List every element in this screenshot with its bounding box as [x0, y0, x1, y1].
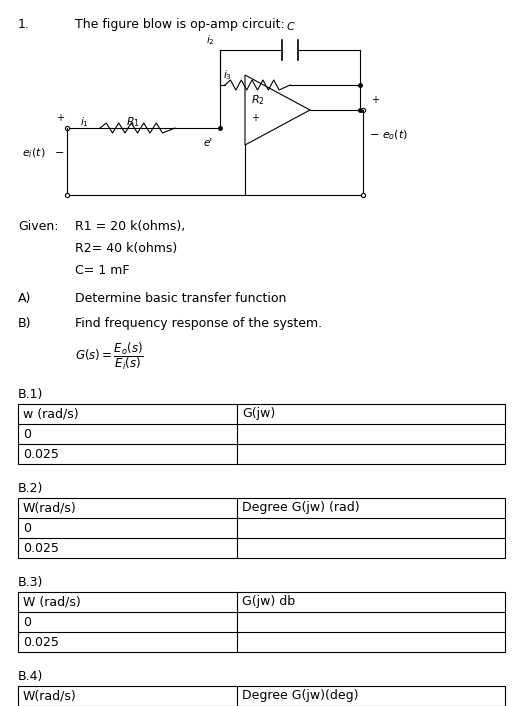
Text: A): A): [18, 292, 31, 305]
Text: B.4): B.4): [18, 670, 43, 683]
Text: Degree G(jw)(deg): Degree G(jw)(deg): [242, 690, 358, 702]
Text: W(rad/s): W(rad/s): [23, 501, 77, 515]
Text: −: −: [370, 130, 380, 140]
Text: +: +: [251, 113, 259, 123]
Text: G(jw): G(jw): [242, 407, 275, 421]
Text: The figure blow is op-amp circuit:: The figure blow is op-amp circuit:: [75, 18, 285, 31]
Text: 0.025: 0.025: [23, 448, 59, 460]
Text: −: −: [55, 148, 65, 158]
Text: $e_i(t)$: $e_i(t)$: [22, 146, 46, 160]
Bar: [18, 498, 505, 558]
Text: C= 1 mF: C= 1 mF: [75, 264, 130, 277]
Text: B): B): [18, 317, 31, 330]
Text: +: +: [371, 95, 379, 105]
Text: 0.025: 0.025: [23, 635, 59, 649]
Bar: [18, 592, 505, 652]
Text: $R_2$: $R_2$: [251, 93, 265, 107]
Bar: [18, 686, 505, 706]
Text: Determine basic transfer function: Determine basic transfer function: [75, 292, 287, 305]
Text: G(jw) db: G(jw) db: [242, 595, 295, 609]
Text: 0: 0: [23, 428, 31, 441]
Text: e': e': [203, 138, 213, 148]
Text: Given:: Given:: [18, 220, 59, 233]
Text: 0.025: 0.025: [23, 542, 59, 554]
Text: $R_1$: $R_1$: [126, 115, 140, 128]
Text: $i_3$: $i_3$: [223, 68, 232, 82]
Text: $e_o(t)$: $e_o(t)$: [382, 128, 408, 142]
Text: B.2): B.2): [18, 482, 43, 495]
Text: B.3): B.3): [18, 576, 43, 589]
Text: W (rad/s): W (rad/s): [23, 595, 81, 609]
Text: $i_1$: $i_1$: [80, 115, 89, 128]
Text: R1 = 20 k(ohms),: R1 = 20 k(ohms),: [75, 220, 185, 233]
Text: +: +: [56, 113, 64, 123]
Text: 0: 0: [23, 522, 31, 534]
Text: $G(s) = \dfrac{E_o(s)}{E_i(s)}$: $G(s) = \dfrac{E_o(s)}{E_i(s)}$: [75, 340, 144, 372]
Text: B.1): B.1): [18, 388, 43, 401]
Text: w (rad/s): w (rad/s): [23, 407, 78, 421]
Text: Find frequency response of the system.: Find frequency response of the system.: [75, 317, 322, 330]
Text: 1.: 1.: [18, 18, 30, 31]
Text: 0: 0: [23, 616, 31, 628]
Text: $i_2$: $i_2$: [206, 33, 215, 47]
Text: R2= 40 k(ohms): R2= 40 k(ohms): [75, 242, 177, 255]
Text: Degree G(jw) (rad): Degree G(jw) (rad): [242, 501, 360, 515]
Text: W(rad/s): W(rad/s): [23, 690, 77, 702]
Text: C: C: [286, 22, 294, 32]
Bar: [18, 404, 505, 464]
